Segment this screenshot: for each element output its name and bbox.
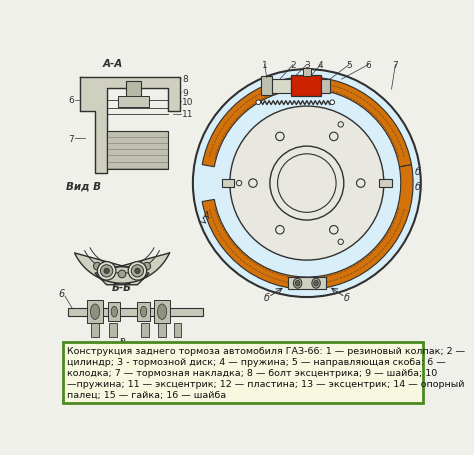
Text: б: б bbox=[415, 182, 420, 192]
Text: 6: 6 bbox=[365, 61, 371, 70]
Ellipse shape bbox=[97, 262, 116, 280]
FancyBboxPatch shape bbox=[141, 324, 149, 337]
FancyBboxPatch shape bbox=[261, 77, 272, 95]
Text: б: б bbox=[415, 167, 420, 177]
Text: 6: 6 bbox=[69, 96, 74, 105]
Circle shape bbox=[330, 101, 335, 105]
Text: 7: 7 bbox=[392, 61, 398, 70]
FancyBboxPatch shape bbox=[288, 278, 326, 290]
Text: 7: 7 bbox=[69, 135, 74, 144]
FancyBboxPatch shape bbox=[155, 300, 170, 324]
Circle shape bbox=[356, 179, 365, 188]
Text: 14: 14 bbox=[140, 344, 150, 353]
Text: 5: 5 bbox=[346, 61, 352, 70]
Ellipse shape bbox=[91, 304, 100, 320]
FancyBboxPatch shape bbox=[91, 324, 99, 337]
Circle shape bbox=[193, 70, 421, 298]
FancyBboxPatch shape bbox=[107, 131, 168, 170]
Text: 8: 8 bbox=[182, 75, 188, 84]
Text: 6: 6 bbox=[58, 288, 64, 298]
FancyBboxPatch shape bbox=[292, 76, 321, 97]
Ellipse shape bbox=[140, 307, 146, 318]
Circle shape bbox=[329, 133, 338, 142]
Text: колодка; 7 — тормозная накладка; 8 — болт эксцентрика; 9 — шайба; 10: колодка; 7 — тормозная накладка; 8 — бол… bbox=[66, 368, 437, 377]
Text: Б-Б: Б-Б bbox=[112, 283, 132, 293]
FancyBboxPatch shape bbox=[272, 80, 292, 94]
Ellipse shape bbox=[295, 281, 300, 286]
Circle shape bbox=[249, 179, 257, 188]
Text: 9: 9 bbox=[182, 89, 188, 97]
Polygon shape bbox=[74, 253, 170, 285]
Text: —пружина; 11 — эксцентрик; 12 — пластина; 13 — эксцентрик; 14 — опорный: —пружина; 11 — эксцентрик; 12 — пластина… bbox=[66, 379, 464, 388]
Circle shape bbox=[118, 270, 126, 278]
FancyBboxPatch shape bbox=[379, 180, 392, 187]
Ellipse shape bbox=[312, 278, 320, 288]
Circle shape bbox=[93, 263, 101, 270]
FancyBboxPatch shape bbox=[63, 342, 423, 403]
FancyBboxPatch shape bbox=[137, 303, 150, 321]
Wedge shape bbox=[202, 78, 411, 167]
Text: 3: 3 bbox=[304, 61, 310, 70]
Circle shape bbox=[276, 133, 284, 142]
Text: 13: 13 bbox=[108, 344, 118, 353]
Text: В: В bbox=[119, 337, 125, 346]
Circle shape bbox=[329, 226, 338, 234]
Circle shape bbox=[338, 122, 343, 128]
Text: 12: 12 bbox=[91, 344, 100, 353]
Circle shape bbox=[230, 107, 384, 261]
Ellipse shape bbox=[104, 268, 109, 274]
Ellipse shape bbox=[100, 265, 113, 278]
FancyBboxPatch shape bbox=[87, 300, 103, 324]
Ellipse shape bbox=[111, 307, 118, 318]
Text: палец; 15 — гайка; 16 — шайба: палец; 15 — гайка; 16 — шайба bbox=[66, 389, 226, 399]
Text: A: A bbox=[202, 210, 209, 220]
FancyBboxPatch shape bbox=[321, 80, 330, 94]
Ellipse shape bbox=[293, 278, 302, 288]
Ellipse shape bbox=[128, 262, 146, 280]
Text: 2: 2 bbox=[290, 61, 296, 70]
FancyBboxPatch shape bbox=[158, 324, 166, 337]
Circle shape bbox=[143, 263, 151, 270]
Circle shape bbox=[276, 226, 284, 234]
Text: 4: 4 bbox=[318, 61, 324, 70]
FancyBboxPatch shape bbox=[109, 324, 117, 337]
Circle shape bbox=[338, 239, 343, 245]
FancyBboxPatch shape bbox=[303, 69, 310, 77]
FancyBboxPatch shape bbox=[222, 180, 235, 187]
Text: 16: 16 bbox=[173, 344, 182, 353]
Text: 10: 10 bbox=[182, 98, 193, 107]
Ellipse shape bbox=[157, 304, 167, 320]
FancyBboxPatch shape bbox=[126, 81, 141, 98]
Text: б: б bbox=[264, 293, 270, 303]
FancyBboxPatch shape bbox=[173, 324, 182, 337]
Text: 15: 15 bbox=[157, 344, 167, 353]
Polygon shape bbox=[80, 78, 180, 174]
Text: б: б bbox=[344, 293, 350, 303]
Text: А-А: А-А bbox=[103, 58, 123, 68]
Text: 1: 1 bbox=[262, 61, 267, 70]
Text: 11: 11 bbox=[182, 110, 193, 119]
FancyBboxPatch shape bbox=[108, 303, 120, 321]
Ellipse shape bbox=[135, 268, 140, 274]
Text: Вид В: Вид В bbox=[66, 182, 101, 192]
Ellipse shape bbox=[314, 281, 319, 286]
Circle shape bbox=[237, 181, 242, 187]
FancyBboxPatch shape bbox=[68, 308, 203, 316]
Ellipse shape bbox=[131, 265, 144, 278]
FancyBboxPatch shape bbox=[118, 97, 149, 108]
Text: цилиндр; 3 - тормозной диск; 4 — пружина; 5 — направляющая скоба: 6 —: цилиндр; 3 - тормозной диск; 4 — пружина… bbox=[66, 357, 446, 366]
Circle shape bbox=[256, 101, 261, 105]
Wedge shape bbox=[202, 165, 413, 290]
Text: Конструкция заднего тормоза автомобиля ГАЗ-66: 1 — резиновый колпак; 2 —: Конструкция заднего тормоза автомобиля Г… bbox=[66, 347, 465, 355]
